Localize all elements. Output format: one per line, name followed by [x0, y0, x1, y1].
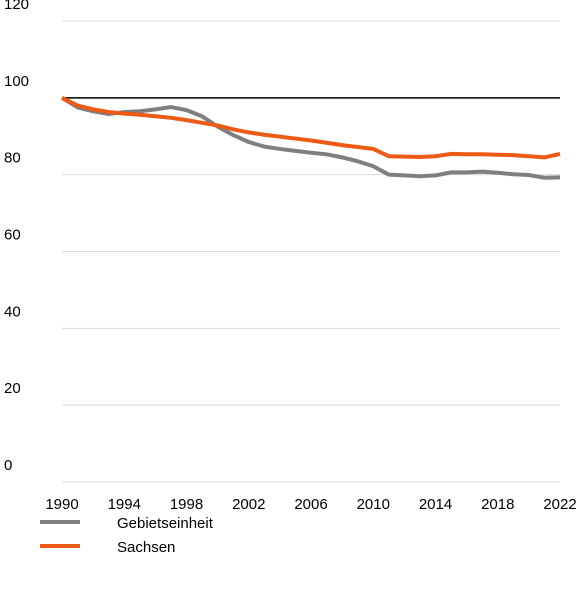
x-tick-label: 2022 [543, 496, 576, 513]
legend-label: Gebietseinheit [117, 515, 214, 532]
data-line [61, 96, 561, 160]
legend-label: Sachsen [117, 539, 175, 556]
y-tick-label: 60 [4, 226, 21, 243]
x-tick-label: 2006 [294, 496, 327, 513]
y-tick-label: 20 [4, 380, 21, 397]
x-tick-label: 2018 [481, 496, 514, 513]
x-tick-label: 2002 [232, 496, 265, 513]
data-line [60, 96, 561, 180]
x-tick-label: 1990 [45, 496, 78, 513]
y-tick-label: 80 [4, 150, 21, 167]
y-tick-label: 100 [4, 73, 29, 90]
x-tick-label: 2014 [419, 496, 452, 513]
y-tick-label: 120 [4, 0, 29, 13]
x-tick-label: 1998 [170, 496, 203, 513]
y-tick-label: 40 [4, 303, 21, 320]
y-tick-label: 0 [4, 457, 12, 474]
x-tick-label: 1994 [108, 496, 141, 513]
x-tick-label: 2010 [357, 496, 390, 513]
